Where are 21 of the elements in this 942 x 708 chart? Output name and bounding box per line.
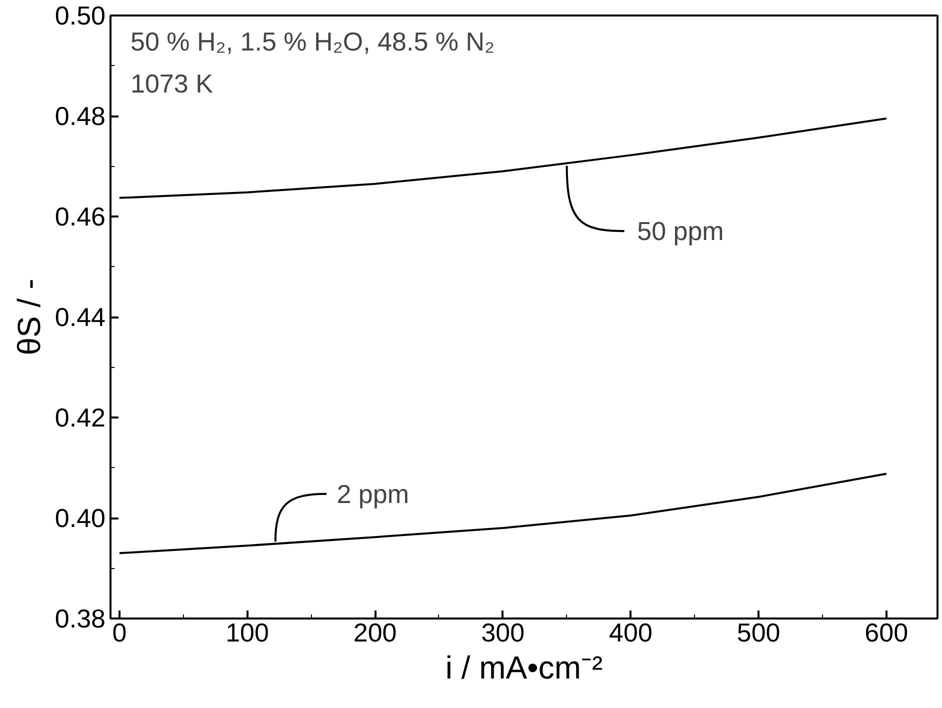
y-axis-title: θS / - [10,278,47,356]
x-tick-label: 500 [736,618,780,648]
y-tick-label: 0.50 [54,0,106,30]
y-tick-label: 0.46 [54,202,106,232]
x-axis-title: i / mA•cm⁻² [445,650,603,686]
annotation: 1073 K [130,68,214,98]
line-series [118,472,888,554]
text: 50 ppm [637,216,724,246]
y-tick-label: 0.44 [54,302,106,332]
x-tick-label: 600 [864,618,908,648]
x-tick-label: 200 [353,618,397,648]
x-tick-label: 0 [112,618,127,648]
y-tick-label: 0.40 [54,503,106,533]
x-tick-label: 100 [226,618,269,648]
y-tick-label: 0.42 [54,402,106,432]
annotation: 50 % H₂, 1.5 % H₂O, 48.5 % N₂ [130,26,495,56]
x-tick-label: 300 [481,618,525,648]
y-tick-label: 0.48 [54,101,106,131]
x-tick-label: 400 [609,618,652,648]
y-tick-label: 0.38 [54,604,106,634]
series-label: 2 ppm [336,478,410,509]
